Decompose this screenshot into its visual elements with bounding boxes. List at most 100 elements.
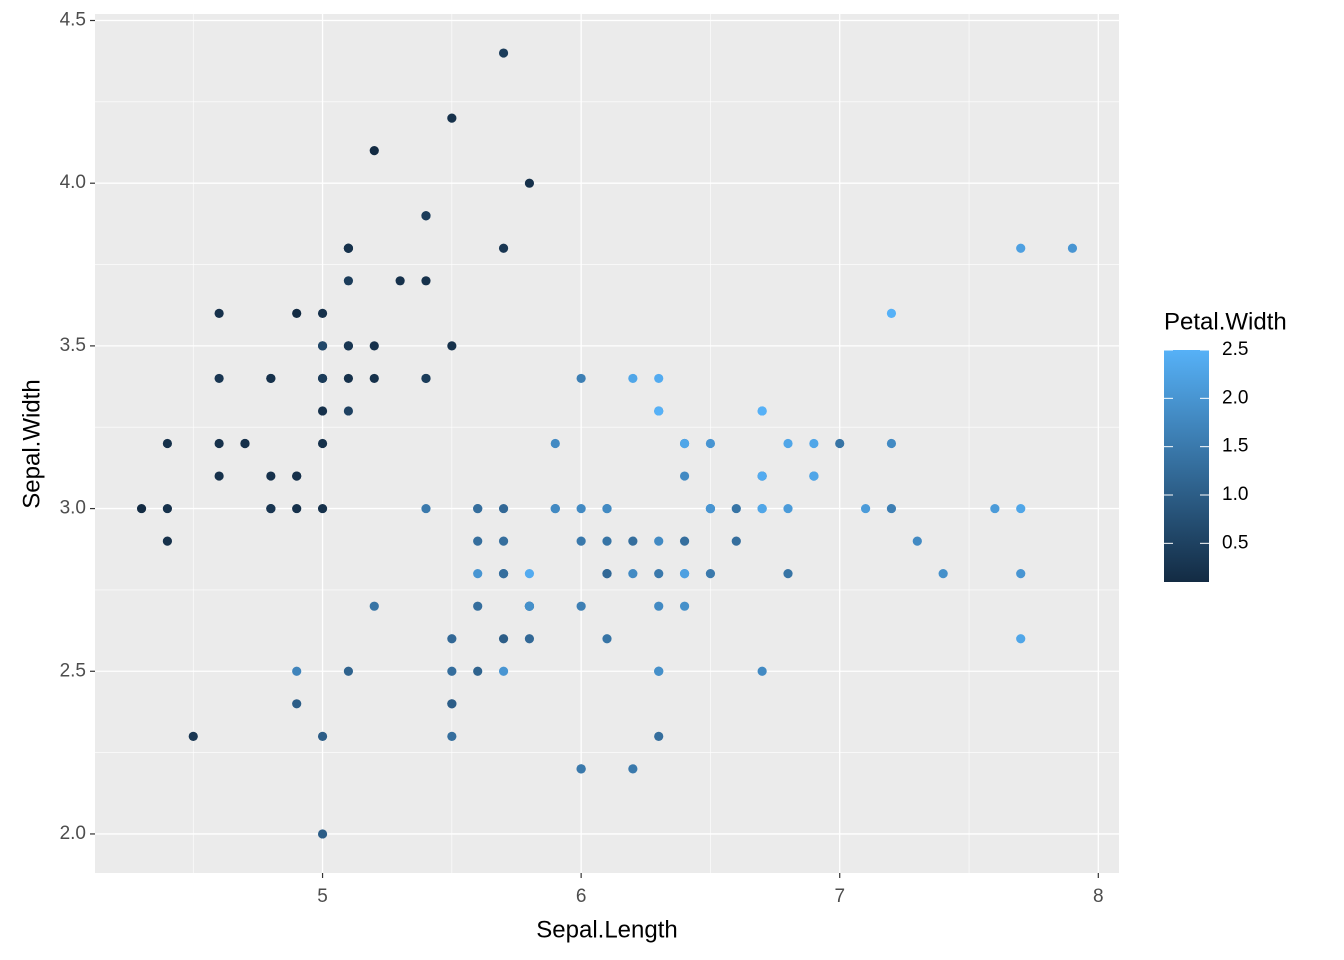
point	[602, 569, 612, 579]
point	[602, 536, 612, 546]
point	[343, 341, 354, 351]
point	[447, 341, 457, 351]
point	[317, 503, 328, 514]
colorbar-label: 2.0	[1222, 387, 1248, 408]
point	[292, 308, 302, 318]
point	[886, 308, 897, 318]
point	[447, 666, 457, 676]
point	[292, 699, 302, 709]
point	[576, 373, 586, 384]
point	[162, 536, 173, 546]
point	[628, 764, 638, 774]
point	[783, 569, 793, 579]
colorbar-label: 1.0	[1222, 484, 1248, 505]
colorbar-label: 0.5	[1222, 532, 1248, 553]
point	[1067, 243, 1078, 253]
point	[447, 113, 457, 123]
point	[343, 243, 354, 253]
point	[809, 438, 819, 449]
point	[266, 503, 276, 514]
point	[369, 601, 379, 611]
point	[292, 503, 302, 514]
point	[679, 569, 690, 579]
point	[498, 536, 509, 546]
x-axis-title: Sepal.Length	[536, 916, 677, 943]
point	[317, 406, 328, 416]
y-tick-label: 4.0	[60, 172, 86, 193]
point	[266, 471, 276, 481]
point	[421, 373, 431, 384]
y-tick-label: 4.5	[60, 10, 86, 31]
x-tick-label: 6	[576, 886, 587, 907]
point	[576, 764, 586, 774]
x-tick-label: 8	[1093, 886, 1104, 907]
point	[473, 569, 483, 579]
point	[343, 276, 354, 286]
x-tick-label: 7	[834, 886, 845, 907]
point	[654, 373, 664, 384]
point	[498, 48, 509, 58]
point	[576, 503, 586, 514]
point	[136, 503, 147, 514]
point	[990, 503, 1000, 514]
point	[369, 341, 379, 351]
point	[214, 438, 224, 449]
point	[628, 373, 638, 384]
point	[654, 406, 664, 416]
point	[783, 438, 793, 449]
point	[654, 536, 664, 546]
point	[705, 503, 716, 514]
colorbar-label: 1.5	[1222, 436, 1248, 457]
point	[498, 503, 509, 514]
point	[628, 536, 638, 546]
point	[369, 146, 379, 156]
point	[240, 438, 250, 449]
y-tick-label: 3.0	[60, 498, 86, 519]
point	[447, 731, 457, 741]
point	[447, 634, 457, 644]
point	[731, 536, 741, 546]
point	[886, 503, 897, 514]
point	[214, 471, 224, 481]
point	[214, 308, 224, 318]
point	[1016, 503, 1026, 514]
point	[654, 569, 664, 579]
x-tick-label: 5	[317, 886, 328, 907]
point	[679, 438, 690, 449]
point	[628, 569, 638, 579]
y-axis-title: Sepal.Width	[18, 379, 45, 508]
point	[757, 666, 767, 676]
point	[1016, 634, 1026, 644]
panel	[95, 14, 1119, 873]
point	[317, 308, 328, 318]
legend-title: Petal.Width	[1164, 308, 1287, 335]
point	[757, 406, 767, 416]
point	[679, 536, 690, 546]
point	[343, 666, 354, 676]
point	[550, 438, 560, 449]
point	[317, 829, 328, 839]
point	[705, 569, 716, 579]
point	[266, 373, 276, 384]
y-tick-label: 2.5	[60, 660, 86, 681]
point	[473, 601, 483, 611]
point	[938, 569, 948, 579]
point	[524, 569, 535, 579]
point	[369, 373, 379, 384]
y-tick-label: 2.0	[60, 823, 86, 844]
point	[188, 731, 198, 741]
point	[1016, 243, 1026, 253]
point	[421, 503, 431, 514]
y-tick-label: 3.5	[60, 335, 86, 356]
point	[576, 601, 586, 611]
point	[421, 276, 431, 286]
point	[1016, 569, 1026, 579]
point	[886, 438, 897, 449]
point	[498, 243, 509, 253]
point	[473, 503, 483, 514]
point	[162, 503, 173, 514]
point	[317, 341, 328, 351]
point	[473, 536, 483, 546]
point	[912, 536, 922, 546]
